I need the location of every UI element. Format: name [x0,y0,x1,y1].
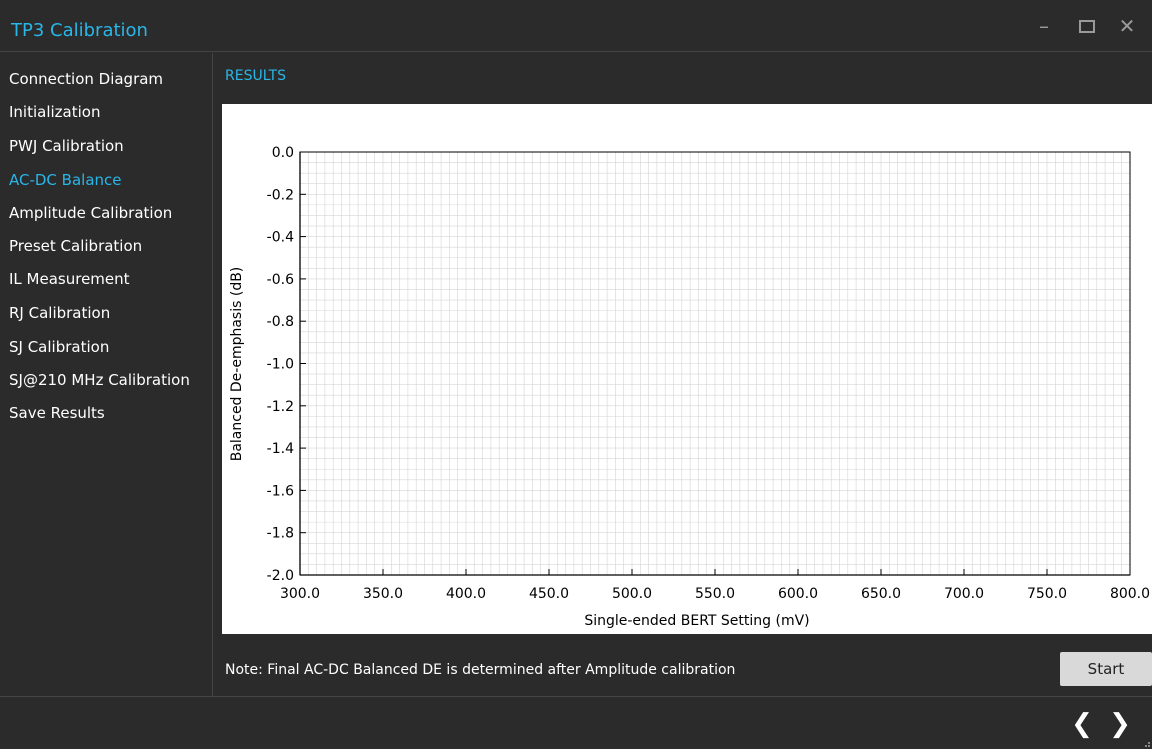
calibration-note: Note: Final AC-DC Balanced DE is determi… [225,662,736,678]
y-tick-label: -0.8 [267,314,294,330]
main-panel: RESULTS 300.0 350.0 400.0 450.0 500.0 550.0 60… [214,53,1152,696]
x-tick-label: 300.0 [280,586,320,602]
x-tick-label: 500.0 [612,586,652,602]
maximize-icon[interactable] [1075,14,1099,38]
y-tick-label: 0.0 [272,145,294,161]
x-tick-label: 350.0 [363,586,403,602]
sidebar-item-il-measurement[interactable]: IL Measurement [9,270,130,288]
window-title: TP3 Calibration [11,20,148,41]
sidebar-item-sj210-calibration[interactable]: SJ@210 MHz Calibration [9,371,190,389]
sidebar-item-initialization[interactable]: Initialization [9,103,101,121]
next-icon[interactable]: ❯ [1109,709,1131,739]
sidebar-item-save-results[interactable]: Save Results [9,404,105,422]
x-tick-label: 550.0 [695,586,735,602]
y-tick-label: -0.4 [267,230,294,246]
y-tick-label: -2.0 [267,568,294,584]
chart-panel: 300.0 350.0 400.0 450.0 500.0 550.0 600.0 650.0… [222,104,1152,634]
results-heading: RESULTS [225,68,287,84]
y-tick-label: -1.4 [267,441,294,457]
x-tick-label: 600.0 [778,586,818,602]
y-tick-label: -0.6 [267,272,294,288]
x-tick-label: 400.0 [446,586,486,602]
y-tick-label: -1.0 [267,357,294,373]
y-tick-label: -1.8 [267,526,294,542]
sidebar-item-sj-calibration[interactable]: SJ Calibration [9,338,110,356]
x-axis-label: Single-ended BERT Setting (mV) [584,613,809,629]
x-tick-label: 450.0 [529,586,569,602]
sidebar-item-rj-calibration[interactable]: RJ Calibration [9,304,111,322]
results-chart: 300.0 350.0 400.0 450.0 500.0 550.0 600.0 650.0… [229,145,1150,629]
x-tick-label: 750.0 [1027,586,1067,602]
title-bar: TP3 Calibration – ✕ [0,0,1152,52]
previous-icon[interactable]: ❮ [1071,709,1093,739]
y-axis-label: Balanced De-emphasis (dB) [229,267,245,462]
y-tick-label: -1.6 [267,483,294,499]
sidebar-item-pwj-calibration[interactable]: PWJ Calibration [9,137,124,155]
x-tick-label: 800.0 [1110,586,1150,602]
close-icon[interactable]: ✕ [1118,14,1136,38]
start-button[interactable]: Start [1060,652,1152,686]
resize-grip-icon[interactable] [1142,742,1150,748]
sidebar-item-amplitude-calibration[interactable]: Amplitude Calibration [9,204,173,222]
footer-bar: ❮ ❯ [0,696,1152,749]
x-tick-label: 650.0 [861,586,901,602]
minimize-icon[interactable]: – [1039,14,1049,38]
chart-grid [300,152,1130,575]
sidebar-item-connection-diagram[interactable]: Connection Diagram [9,70,164,88]
x-tick-label: 700.0 [944,586,984,602]
sidebar: Connection Diagram Initialization PWJ Ca… [0,53,213,696]
sidebar-item-preset-calibration[interactable]: Preset Calibration [9,237,143,255]
sidebar-item-ac-dc-balance[interactable]: AC-DC Balance [9,171,122,189]
y-tick-label: -1.2 [267,399,294,415]
y-tick-label: -0.2 [267,187,294,203]
chart-ticks: 300.0 350.0 400.0 450.0 500.0 550.0 600.0 650.0… [267,145,1150,602]
